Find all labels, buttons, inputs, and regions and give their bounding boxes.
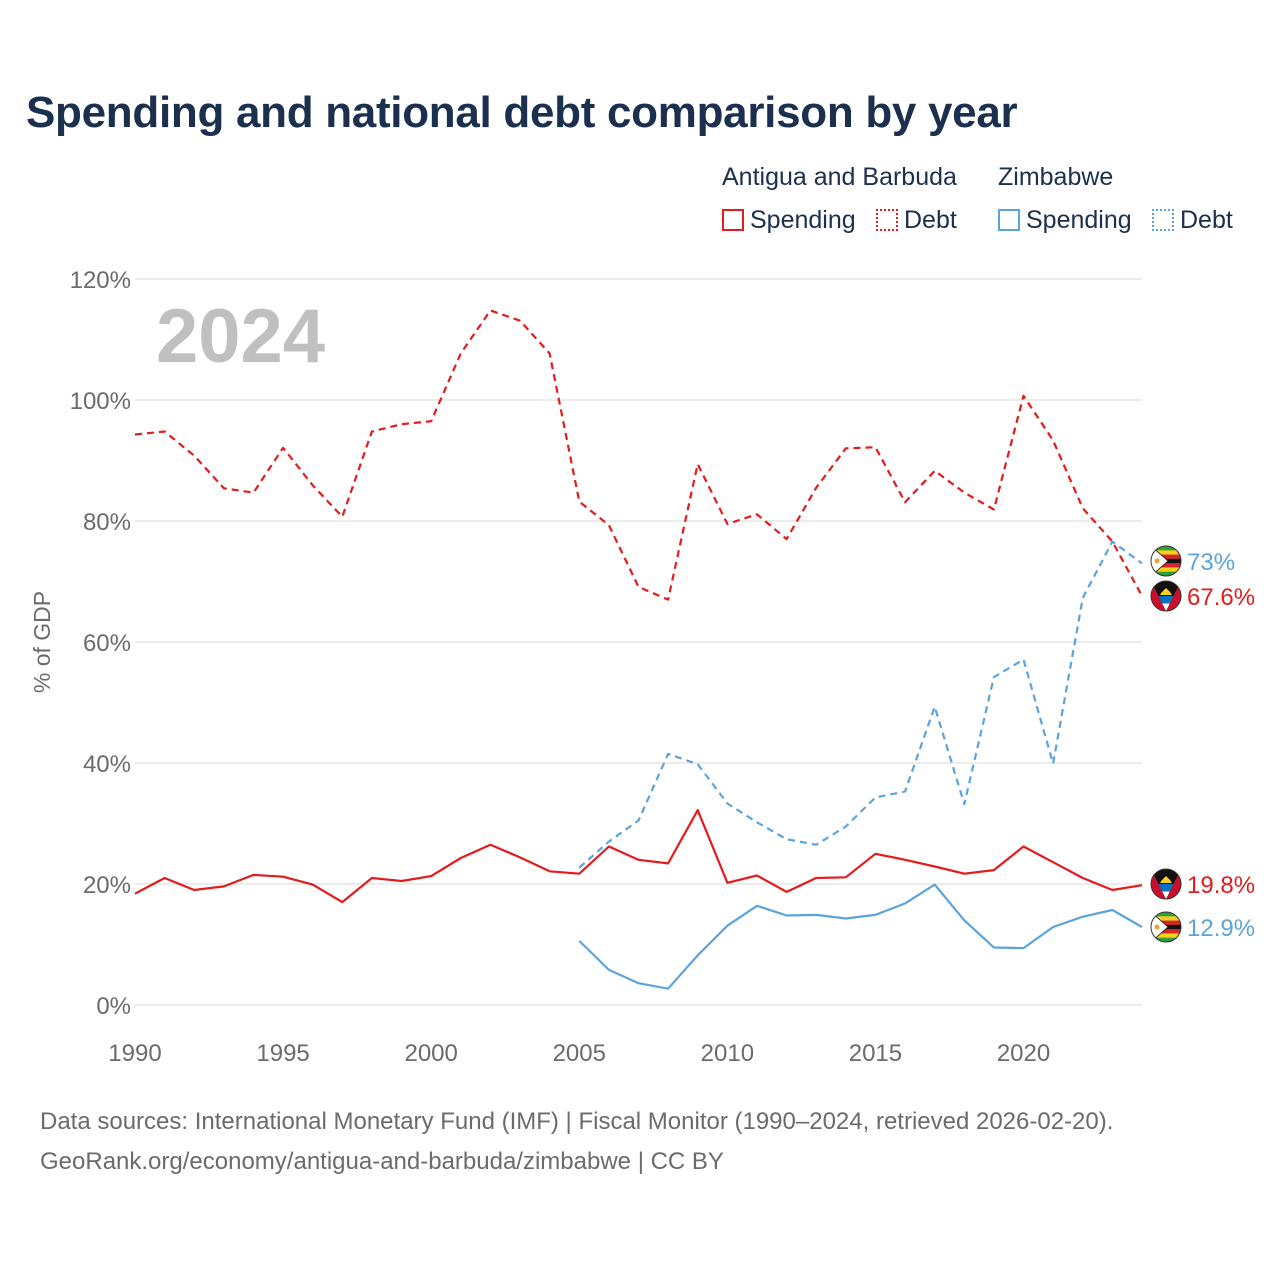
end-value-label: 19.8%: [1187, 872, 1255, 899]
legend-label: Debt: [904, 205, 957, 234]
zimbabwe-flag-icon: [1150, 911, 1182, 943]
legend-group-zimbabwe: Zimbabwe: [998, 163, 1114, 191]
flag-star: [1154, 924, 1160, 930]
legend-swatch-solid-blue: [998, 209, 1020, 231]
flag-stripe: [1151, 912, 1181, 917]
x-tick-label: 1990: [108, 1040, 161, 1067]
x-tick-label: 2010: [701, 1040, 754, 1067]
legend-group-antigua: Antigua and Barbuda: [722, 163, 957, 191]
source-line-1: Data sources: International Monetary Fun…: [40, 1108, 1114, 1135]
x-tick-label: 2020: [997, 1040, 1050, 1067]
flag-sun: [1160, 588, 1172, 595]
source-line-2[interactable]: GeoRank.org/economy/antigua-and-barbuda/…: [40, 1148, 724, 1175]
flag-stripe: [1151, 563, 1181, 568]
chart-title: Spending and national debt comparison by…: [26, 88, 1018, 137]
legend-item-antigua-debt[interactable]: Debt: [876, 205, 957, 235]
legend-label: Spending: [750, 205, 856, 234]
y-tick-label: 60%: [83, 630, 131, 657]
flag-blue-band: [1158, 884, 1174, 892]
y-tick-label: 80%: [83, 509, 131, 536]
end-value-label: 67.6%: [1187, 584, 1255, 611]
axis-ticks: 0% 20% 40% 60% 80% 100% 120% 1990 1995 2000 2005 20…: [70, 267, 1051, 1067]
flag-stripe: [1151, 929, 1181, 934]
flag-stripe: [1151, 916, 1181, 921]
y-tick-label: 40%: [83, 751, 131, 778]
series-line-zimbabwe-debt[interactable]: [578, 540, 1143, 869]
legend-item-zimbabwe-debt[interactable]: Debt: [1152, 205, 1233, 235]
flag-stripe: [1151, 550, 1181, 555]
y-tick-label: 100%: [70, 388, 131, 415]
flag-white-band: [1162, 891, 1170, 899]
flag-star: [1154, 558, 1160, 564]
flag-stripe: [1151, 920, 1181, 926]
series-lines: [134, 309, 1143, 990]
x-tick-label: 2005: [553, 1040, 606, 1067]
legend-swatch-dotted-red: [876, 209, 898, 231]
flag-stripe: [1151, 554, 1181, 560]
legend-label: Spending: [1026, 205, 1132, 234]
series-line-zimbabwe-spending[interactable]: [578, 883, 1143, 990]
zimbabwe-flag-icon: [1150, 545, 1182, 577]
flag-stripe: [1151, 933, 1181, 939]
antigua-flag-icon: [1150, 868, 1182, 900]
year-watermark: 2024: [156, 294, 325, 379]
x-tick-label: 1995: [256, 1040, 309, 1067]
flag-blue-band: [1158, 596, 1174, 604]
flag-stripe: [1151, 567, 1181, 573]
flag-white-band: [1162, 603, 1170, 611]
end-value-label: 73%: [1187, 549, 1235, 576]
flag-sun: [1160, 876, 1172, 883]
legend-item-zimbabwe-spending[interactable]: Spending: [998, 205, 1132, 235]
chart-area: 2024 0% 20% 40% 60% 80% 100% 120% 1990 1995 2000 2…: [29, 267, 1255, 1067]
y-tick-label: 0%: [96, 993, 131, 1020]
y-tick-label: 20%: [83, 872, 131, 899]
x-tick-label: 2015: [849, 1040, 902, 1067]
end-value-label: 12.9%: [1187, 915, 1255, 942]
gridlines: [135, 278, 1142, 1006]
flag-stripe: [1151, 937, 1181, 942]
legend-swatch-dotted-blue: [1152, 209, 1174, 231]
legend-label: Debt: [1180, 205, 1233, 234]
flag-stripe: [1151, 546, 1181, 551]
y-tick-label: 120%: [70, 267, 131, 294]
antigua-flag-icon: [1150, 580, 1182, 612]
x-tick-label: 2000: [404, 1040, 457, 1067]
legend-item-antigua-spending[interactable]: Spending: [722, 205, 856, 235]
series-line-antigua-and-barbuda-spending[interactable]: [134, 809, 1143, 904]
flag-stripe: [1151, 571, 1181, 576]
legend-swatch-solid-red: [722, 209, 744, 231]
y-axis-label: % of GDP: [29, 591, 55, 693]
end-labels: 67.6% 73% 19.8% 12.9%: [1150, 545, 1255, 943]
